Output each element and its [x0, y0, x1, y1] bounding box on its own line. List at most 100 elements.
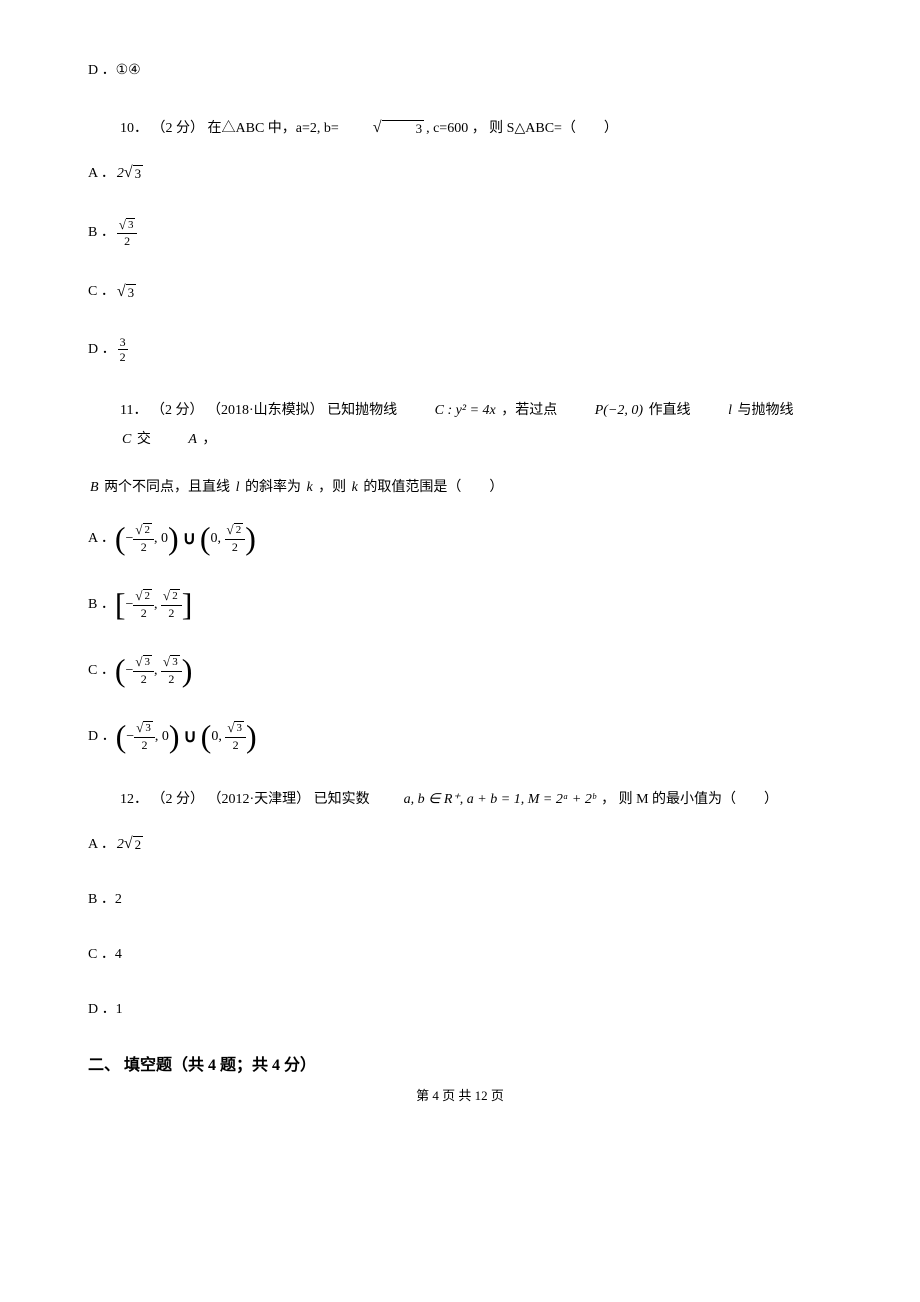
sqrt-arg: 3	[143, 721, 153, 735]
line2-d: 的取值范围是（ ）	[360, 480, 504, 495]
prev-option-d: D ． ①④	[88, 60, 832, 81]
sqrt-arg: 2	[170, 589, 180, 603]
option-label: A ．	[88, 834, 115, 855]
q-source: （2012·天津理）	[208, 792, 311, 807]
option-text: 4	[115, 944, 122, 965]
option-text: ①④	[116, 60, 141, 81]
option-label: B ．	[88, 889, 115, 910]
q12-option-d: D ． 1	[88, 999, 832, 1020]
question-stem-line2: B 两个不同点，且直线 l 的斜率为 k ，则 k 的取值范围是（ ）	[88, 474, 832, 502]
q11-option-d: D ． ( − √32 , 0 ) ∪ ( 0, √32 )	[88, 720, 832, 752]
q10-option-b: B ． √3 2	[88, 218, 832, 247]
math-expr: 2√3	[115, 163, 145, 184]
sqrt-arg: 3	[126, 284, 137, 301]
zero: 0	[211, 726, 218, 747]
q11-option-c: C ． ( − √32 , √32 )	[88, 654, 832, 686]
k-var: k	[304, 474, 314, 502]
q10-option-a: A ． 2√3	[88, 163, 832, 184]
option-text: 2	[115, 889, 122, 910]
q-points: （2 分）	[152, 792, 205, 807]
q10-option-d: D ． 3 2	[88, 336, 832, 363]
l-var: l	[694, 397, 734, 425]
q-points: （2 分）	[151, 404, 204, 419]
stem-mid: , c=600 ， 则 S△ABC=（ ）	[426, 121, 618, 136]
comma: ，	[199, 432, 217, 447]
math-expr: 3 2	[116, 336, 130, 363]
sqrt-arg: 2	[143, 589, 153, 603]
interval-expr: ( − √32 , √32 )	[115, 654, 193, 686]
stem-post: ， 则 M 的最小值为（ ）	[598, 792, 778, 807]
interval-expr: ( − √32 , 0 ) ∪ ( 0, √32 )	[116, 720, 257, 752]
question-12: 12． （2 分） （2012·天津理） 已知实数a, b ∈ R⁺, a + …	[88, 786, 832, 1020]
q-number: 11．	[120, 404, 147, 419]
union-icon: ∪	[179, 525, 200, 552]
stem-mid3: 与抛物线	[734, 404, 794, 419]
den: 2	[140, 738, 150, 751]
page-content: D ． ①④ 10． （2 分） 在△ABC 中，a=2, b=√3, c=60…	[0, 0, 920, 1146]
den: 2	[118, 350, 128, 363]
math-expr: 2√2	[115, 834, 145, 855]
sqrt-arg: 2	[234, 523, 244, 537]
den: 2	[166, 672, 176, 685]
line2-b: 的斜率为	[241, 480, 304, 495]
q11-option-a: A ． ( − √22 , 0 ) ∪ ( 0, √22 )	[88, 522, 832, 554]
b-var: B	[88, 474, 101, 502]
option-label: C ．	[88, 281, 115, 302]
q-points: （2 分）	[152, 121, 205, 136]
sqrt-arg: 2	[133, 836, 144, 853]
stem-mid4: 交	[133, 432, 154, 447]
sqrt-arg: 3	[143, 655, 153, 669]
coef: 2	[117, 834, 124, 855]
option-label: A ．	[88, 528, 115, 549]
den: 2	[231, 738, 241, 751]
option-label: D ．	[88, 60, 116, 81]
sqrt-arg: 3	[382, 120, 425, 137]
den: 2	[166, 606, 176, 619]
stem-pre: 已知抛物线	[327, 404, 401, 419]
den: 2	[139, 540, 149, 553]
option-label: B ．	[88, 594, 115, 615]
stem-pre: 在△ABC 中，a=2, b=	[208, 121, 339, 136]
page-footer: 第 4 页 共 12 页	[88, 1086, 832, 1106]
option-label: A ．	[88, 163, 115, 184]
stem-mid1: ，若过点	[498, 404, 561, 419]
line2-c: ，则	[315, 480, 350, 495]
option-label: D ．	[88, 999, 116, 1020]
a-var: A	[154, 426, 199, 454]
den: 2	[230, 540, 240, 553]
den: 2	[139, 672, 149, 685]
curve-expr: C : y² = 4x	[401, 397, 498, 425]
num: 3	[118, 336, 128, 350]
den: 2	[122, 234, 132, 247]
option-label: B ．	[88, 222, 115, 243]
q11-option-b: B ． [ − √22 , √22 ]	[88, 588, 832, 620]
q-source: （2018·山东模拟）	[207, 404, 324, 419]
q12-option-a: A ． 2√2	[88, 834, 832, 855]
q12-option-c: C ． 4	[88, 944, 832, 965]
option-label: C ．	[88, 944, 115, 965]
question-11: 11． （2 分） （2018·山东模拟） 已知抛物线 C : y² = 4x …	[88, 397, 832, 752]
q-number: 12．	[120, 792, 148, 807]
sqrt-arg: 3	[133, 165, 144, 182]
sqrt-arg: 2	[143, 523, 153, 537]
stem-pre: 已知实数	[314, 792, 370, 807]
stem-mid2: 作直线	[645, 404, 694, 419]
zero: 0	[162, 726, 169, 747]
zero: 0	[211, 528, 218, 549]
sqrt-3-icon: √3	[339, 120, 426, 137]
cond-expr: a, b ∈ R⁺, a + b = 1, M = 2ᵃ + 2ᵇ	[370, 786, 598, 814]
option-text: 1	[116, 999, 123, 1020]
interval-expr: [ − √22 , √22 ]	[115, 588, 193, 620]
line2-a: 两个不同点，且直线	[101, 480, 234, 495]
sqrt-arg: 3	[126, 218, 136, 232]
q10-option-c: C ． √3	[88, 281, 832, 302]
k-var: k	[350, 474, 360, 502]
q-number: 10．	[120, 121, 148, 136]
coef: 2	[117, 163, 124, 184]
point-expr: P(−2, 0)	[561, 397, 645, 425]
section-2-heading: 二、 填空题（共 4 题；共 4 分）	[88, 1054, 832, 1078]
c-var: C	[88, 426, 133, 454]
sqrt-arg: 3	[170, 655, 180, 669]
math-expr: √3 2	[115, 218, 140, 247]
interval-expr: ( − √22 , 0 ) ∪ ( 0, √22 )	[115, 522, 256, 554]
